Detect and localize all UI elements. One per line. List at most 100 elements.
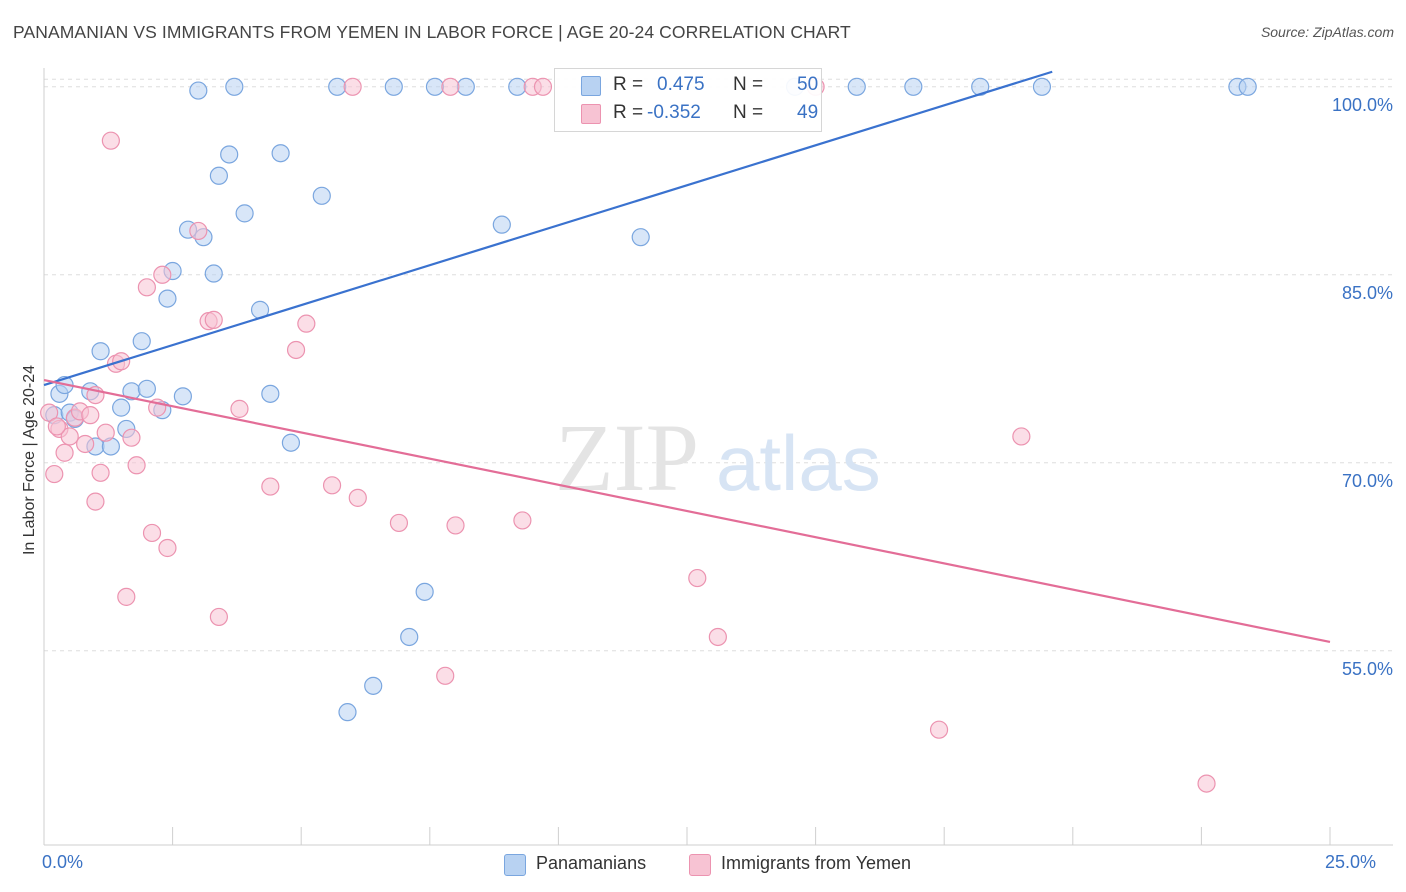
y-tick-label: 70.0% xyxy=(1341,470,1393,491)
point-panamanians xyxy=(1032,77,1052,96)
series-panamanians xyxy=(45,77,1257,722)
point-immigrants-from-yemen xyxy=(153,265,172,284)
point-immigrants-from-yemen xyxy=(209,607,228,627)
r-value: 0.475 xyxy=(657,74,705,95)
point-immigrants-from-yemen xyxy=(322,476,342,495)
point-panamanians xyxy=(158,289,177,308)
point-immigrants-from-yemen xyxy=(55,443,74,462)
point-panamanians xyxy=(271,144,290,163)
n-label: N = xyxy=(733,102,764,123)
point-immigrants-from-yemen xyxy=(137,278,156,297)
point-panamanians xyxy=(220,145,239,164)
point-immigrants-from-yemen xyxy=(688,568,707,588)
blue-swatch xyxy=(504,854,526,876)
watermark: ZIP atlas xyxy=(555,404,881,511)
point-panamanians xyxy=(492,215,511,234)
stats-legend: R = 0.475 N = 50 R = -0.352 N = 49 xyxy=(554,68,822,132)
y-axis-label-wrap: In Labor Force | Age 20-24 xyxy=(18,340,42,580)
point-panamanians xyxy=(1238,77,1257,96)
point-immigrants-from-yemen xyxy=(436,666,455,685)
point-immigrants-from-yemen xyxy=(1012,427,1031,446)
point-immigrants-from-yemen xyxy=(81,406,100,425)
point-immigrants-from-yemen xyxy=(101,131,120,150)
point-panamanians xyxy=(456,77,475,96)
trend-line-immigrants-from-yemen xyxy=(43,378,1331,644)
n-label: N = xyxy=(733,74,764,95)
point-immigrants-from-yemen xyxy=(76,434,95,454)
point-immigrants-from-yemen xyxy=(441,77,460,96)
axes xyxy=(43,68,1393,846)
watermark-zip: ZIP xyxy=(555,404,699,511)
watermark-atlas: atlas xyxy=(716,419,881,507)
point-panamanians xyxy=(261,384,280,403)
source-label: Source: ZipAtlas.com xyxy=(1260,24,1394,40)
blue-swatch xyxy=(581,76,601,96)
point-immigrants-from-yemen xyxy=(86,492,105,511)
point-panamanians xyxy=(91,342,110,361)
y-tick-label: 85.0% xyxy=(1341,282,1393,303)
point-immigrants-from-yemen xyxy=(230,399,249,418)
point-immigrants-from-yemen xyxy=(127,456,146,475)
point-panamanians xyxy=(364,676,383,695)
point-panamanians xyxy=(425,77,445,96)
point-immigrants-from-yemen xyxy=(204,310,223,329)
point-immigrants-from-yemen xyxy=(708,627,727,647)
point-immigrants-from-yemen xyxy=(40,403,59,422)
point-immigrants-from-yemen xyxy=(91,463,110,482)
x-tick-label-max: 25.0% xyxy=(1325,852,1377,872)
point-immigrants-from-yemen xyxy=(533,77,553,96)
legend-label: Panamanians xyxy=(536,853,647,873)
point-panamanians xyxy=(137,379,156,398)
chart-title: PANAMANIAN VS IMMIGRANTS FROM YEMEN IN L… xyxy=(13,22,851,42)
r-value: -0.352 xyxy=(647,102,701,123)
point-panamanians xyxy=(189,81,208,100)
point-panamanians xyxy=(235,204,254,223)
r-label: R = xyxy=(613,102,644,123)
x-tick-label-min: 0.0% xyxy=(42,852,84,872)
point-immigrants-from-yemen xyxy=(343,77,362,96)
point-panamanians xyxy=(281,433,301,452)
point-immigrants-from-yemen xyxy=(1197,774,1216,793)
point-immigrants-from-yemen xyxy=(389,513,409,533)
trend-line-panamanians xyxy=(43,70,1053,387)
point-immigrants-from-yemen xyxy=(348,488,367,507)
r-label: R = xyxy=(613,74,644,95)
point-panamanians xyxy=(415,582,434,601)
point-panamanians xyxy=(209,166,228,185)
point-immigrants-from-yemen xyxy=(142,523,162,543)
point-panamanians xyxy=(112,398,131,417)
point-immigrants-from-yemen xyxy=(117,587,136,606)
y-tick-label: 55.0% xyxy=(1341,658,1393,679)
point-panamanians xyxy=(971,77,990,96)
point-panamanians xyxy=(400,627,419,647)
point-panamanians xyxy=(132,332,151,351)
point-panamanians xyxy=(508,77,527,96)
point-immigrants-from-yemen xyxy=(122,428,141,447)
y-axis-label: In Labor Force | Age 20-24 xyxy=(21,364,38,556)
point-panamanians xyxy=(204,264,223,283)
point-immigrants-from-yemen xyxy=(286,340,306,360)
point-immigrants-from-yemen xyxy=(261,477,280,496)
point-immigrants-from-yemen xyxy=(158,538,177,558)
point-immigrants-from-yemen xyxy=(446,516,465,535)
series-legend: Panamanians Immigrants from Yemen xyxy=(0,852,1406,878)
point-panamanians xyxy=(312,186,331,205)
point-panamanians xyxy=(225,77,244,96)
point-panamanians xyxy=(328,77,347,96)
point-panamanians xyxy=(904,77,923,96)
point-immigrants-from-yemen xyxy=(189,221,208,241)
point-panamanians xyxy=(338,703,357,722)
grid-lines xyxy=(44,78,1393,652)
point-panamanians xyxy=(384,77,403,96)
point-immigrants-from-yemen xyxy=(60,427,79,446)
point-immigrants-from-yemen xyxy=(513,511,532,530)
point-immigrants-from-yemen xyxy=(929,720,949,739)
pink-swatch xyxy=(581,104,601,124)
trend-lines xyxy=(43,70,1331,644)
point-panamanians xyxy=(631,228,650,247)
point-immigrants-from-yemen xyxy=(96,423,115,442)
pink-swatch xyxy=(689,854,711,876)
point-immigrants-from-yemen xyxy=(45,464,64,484)
point-panamanians xyxy=(173,387,192,406)
y-tick-label: 100.0% xyxy=(1331,94,1393,115)
